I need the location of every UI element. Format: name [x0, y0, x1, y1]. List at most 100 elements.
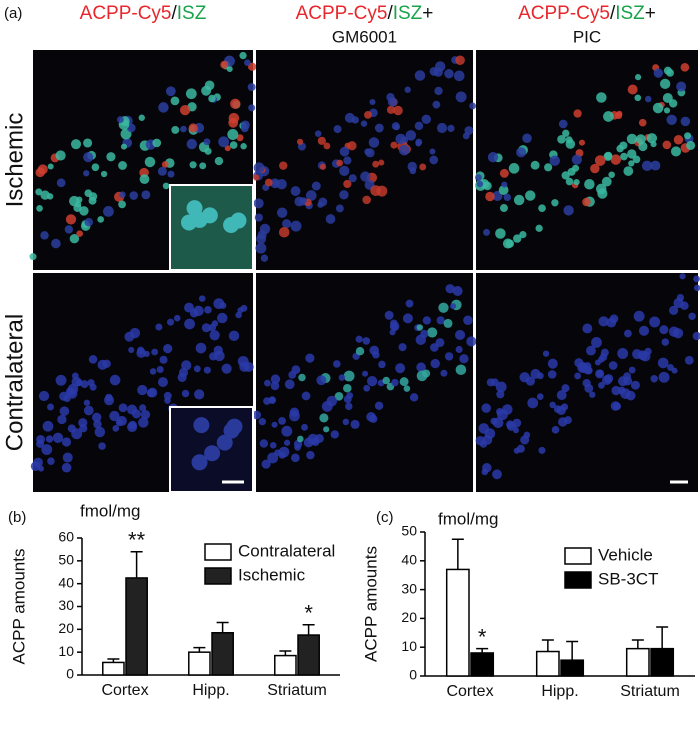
cell	[194, 389, 205, 400]
cell	[301, 391, 311, 401]
cell	[447, 124, 455, 132]
cell	[486, 378, 495, 387]
cell	[435, 61, 446, 72]
cell	[330, 430, 339, 439]
cell	[289, 410, 300, 422]
cell	[508, 163, 520, 174]
cell	[89, 383, 97, 391]
cell	[91, 163, 100, 172]
cell	[260, 254, 269, 262]
cell	[638, 118, 647, 127]
cell	[693, 284, 700, 292]
cell	[499, 168, 509, 178]
cell	[193, 365, 201, 373]
cell	[492, 469, 502, 480]
cell	[630, 380, 640, 390]
cell	[527, 397, 539, 409]
cell	[658, 371, 670, 383]
cell	[350, 419, 360, 429]
cell	[305, 353, 315, 363]
inset-cell	[181, 214, 198, 231]
legend-swatch	[564, 547, 592, 565]
cell	[414, 121, 424, 131]
cell	[156, 365, 164, 374]
error-bar	[279, 650, 292, 656]
cell	[641, 160, 653, 172]
cell	[565, 139, 576, 149]
unit-label: fmol/mg	[438, 509, 498, 528]
inset-cell	[204, 445, 221, 462]
cell	[395, 363, 406, 374]
cell	[253, 174, 260, 181]
cell	[498, 185, 509, 195]
x-tick-label: Striatum	[267, 682, 327, 699]
error-bar	[130, 550, 143, 578]
cell	[590, 163, 600, 174]
cell	[305, 190, 317, 201]
cell	[626, 133, 638, 145]
bar	[297, 634, 320, 676]
panel-label: (c)	[376, 509, 394, 526]
cell	[366, 412, 376, 422]
inset-cell	[191, 454, 208, 471]
cell	[333, 360, 341, 368]
cell	[366, 375, 378, 387]
cell	[213, 298, 225, 310]
cell	[572, 164, 580, 172]
cell	[454, 329, 466, 341]
cell	[118, 403, 128, 413]
header-part: +	[645, 3, 656, 24]
cell	[347, 141, 357, 151]
cell	[55, 374, 67, 386]
cell	[278, 451, 286, 459]
micrograph	[252, 273, 477, 492]
cell	[254, 213, 263, 222]
cell	[598, 381, 605, 389]
cell	[46, 193, 54, 200]
header-part: ACPP-Cy5	[296, 3, 388, 24]
cell	[436, 122, 448, 134]
cell	[495, 228, 506, 239]
cell	[69, 233, 80, 244]
bar	[188, 651, 211, 676]
cell	[159, 355, 168, 364]
cell	[167, 170, 175, 178]
cell	[203, 138, 211, 146]
cell	[650, 375, 658, 383]
y-tick-label: 60	[58, 529, 74, 545]
cell	[584, 383, 594, 393]
cell	[616, 110, 623, 117]
cell	[56, 178, 66, 188]
cell	[268, 396, 277, 404]
cell	[499, 204, 508, 212]
cell	[627, 149, 637, 159]
cell	[669, 305, 679, 315]
cell	[228, 117, 239, 128]
cell	[317, 201, 324, 208]
cell	[345, 402, 353, 411]
cell	[611, 385, 621, 396]
cell	[278, 417, 286, 425]
cell	[523, 431, 531, 439]
unit-label: fmol/mg	[80, 501, 140, 520]
cell	[348, 174, 357, 183]
cell	[296, 138, 304, 145]
cell	[71, 428, 83, 440]
x-tick-label: Cortex	[446, 683, 493, 700]
cell	[519, 231, 527, 239]
cell	[558, 119, 568, 129]
cell	[97, 359, 108, 370]
cell	[37, 164, 48, 175]
cell	[306, 450, 315, 460]
cell	[666, 114, 677, 125]
cell	[386, 105, 396, 114]
cell	[59, 406, 70, 416]
cell	[253, 162, 265, 174]
cell	[38, 390, 50, 402]
cell	[609, 314, 619, 324]
cell	[336, 159, 344, 167]
cell	[323, 142, 331, 150]
cell	[189, 161, 197, 169]
cell	[204, 80, 215, 91]
cell	[680, 62, 690, 72]
